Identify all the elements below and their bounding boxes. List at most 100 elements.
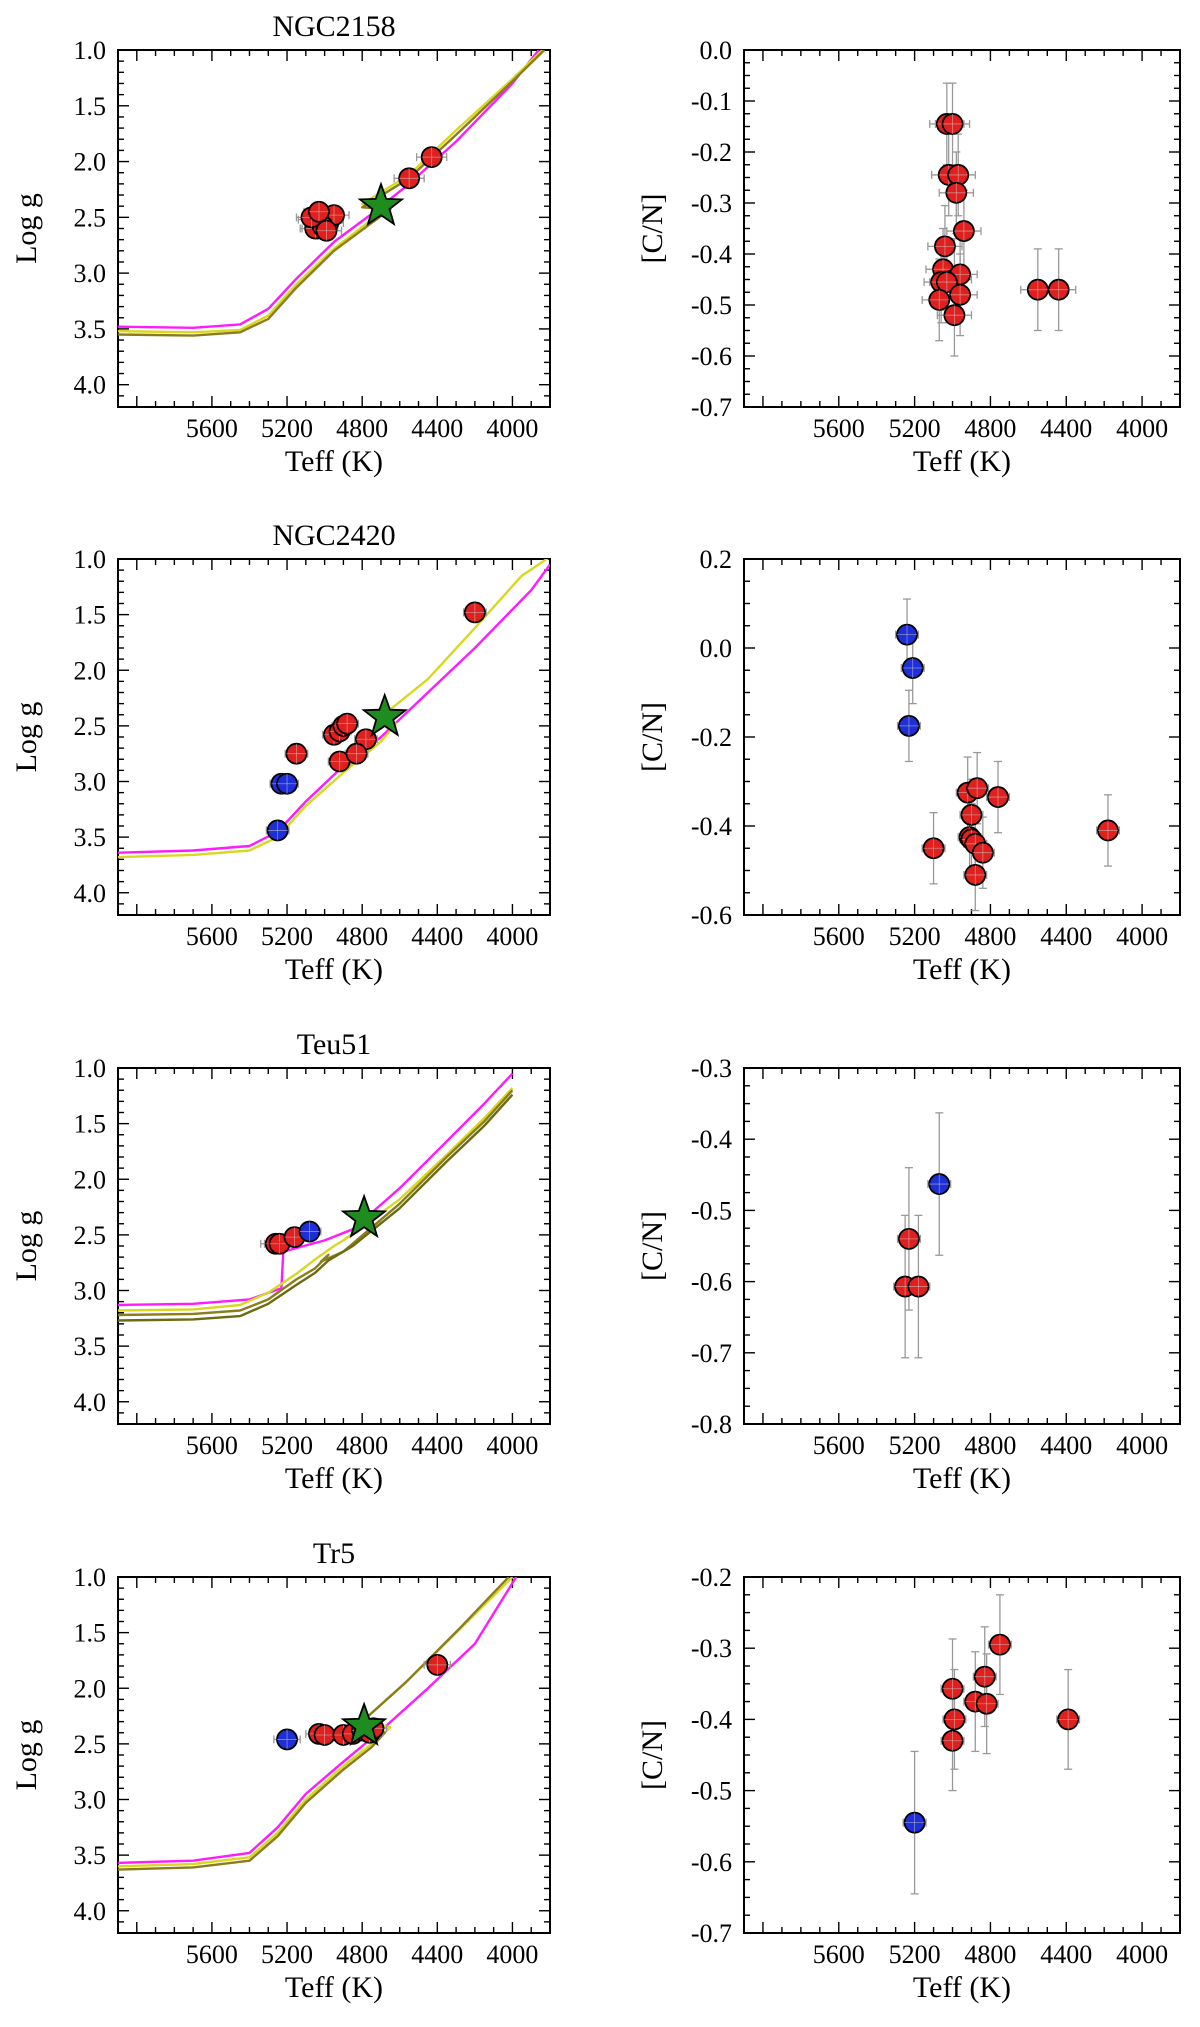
y-tick-label: 2.0 [74, 656, 107, 685]
y-axis-label: Log g [10, 1720, 43, 1791]
y-tick-label: 2.0 [74, 1674, 107, 1703]
plot-area [118, 1577, 518, 1871]
plot-area [895, 598, 1120, 912]
y-axis-label: Log g [10, 1211, 43, 1282]
y-tick-label: -0.1 [691, 87, 732, 116]
y-tick-label: -0.5 [691, 1196, 732, 1225]
x-tick-label: 4400 [1040, 1940, 1092, 1969]
x-tick-label: 5600 [186, 414, 238, 443]
y-tick-label: 3.5 [74, 823, 107, 852]
x-tick-label: 4400 [1040, 1431, 1092, 1460]
x-tick-label: 4000 [486, 922, 538, 951]
y-axis-label: [C/N] [636, 194, 669, 264]
y-tick-label: 1.5 [74, 1110, 107, 1139]
panel-title: NGC2158 [272, 10, 395, 43]
x-tick-label: 4800 [964, 922, 1016, 951]
y-tick-label: 1.0 [74, 36, 107, 65]
x-tick-label: 4800 [964, 414, 1016, 443]
plot-area [118, 1072, 514, 1322]
y-tick-label: -0.5 [691, 1777, 732, 1806]
x-tick-label: 4000 [1116, 414, 1168, 443]
turnoff-star-marker [340, 1193, 388, 1239]
isochrone-line [118, 1089, 514, 1317]
y-tick-label: -0.3 [691, 1054, 732, 1083]
y-tick-label: -0.2 [691, 138, 732, 167]
panel-ngc2158-logg: 5600 5200 4800 4400 4000 1.0 1.5 2.0 2.5 3.0 3.5 4.… [10, 10, 551, 478]
y-tick-label: -0.8 [691, 1410, 732, 1439]
isochrone-line [118, 1577, 518, 1865]
x-tick-label: 5600 [813, 1431, 865, 1460]
y-tick-label: 2.0 [74, 148, 107, 177]
turnoff-star-marker [357, 181, 405, 227]
y-tick-label: -0.6 [691, 1268, 732, 1297]
y-axis-label: Log g [10, 702, 43, 773]
y-tick-label: -0.4 [691, 1705, 732, 1734]
x-axis-label: Teff (K) [285, 953, 383, 986]
isochrone-line [118, 50, 544, 334]
x-axis-label: Teff (K) [913, 1462, 1011, 1495]
x-tick-label: 4800 [336, 1431, 388, 1460]
isochrone-line [118, 559, 549, 859]
y-axis-label: Log g [10, 193, 43, 264]
y-tick-label: -0.3 [691, 189, 732, 218]
isochrone-line [118, 50, 540, 329]
y-tick-label: 1.0 [74, 545, 107, 574]
y-tick-label: 0.0 [700, 634, 733, 663]
panel-ngc2420-cn: 5600 5200 4800 4400 4000 0.2 0.0 -0.2 -0.4 -0.6 Te… [636, 545, 1181, 986]
x-tick-label: 5200 [261, 1431, 313, 1460]
y-tick-label: 3.5 [74, 1332, 107, 1361]
y-axis-label: [C/N] [636, 1720, 669, 1790]
x-tick-label: 4400 [411, 1431, 463, 1460]
x-tick-label: 4000 [486, 414, 538, 443]
isochrone-line [118, 1093, 514, 1322]
y-tick-label: 3.0 [74, 1786, 107, 1815]
y-tick-label: 4.0 [74, 1388, 107, 1417]
panel-ngc2420-logg: 5600 5200 4800 4400 4000 1.0 1.5 2.0 2.5 3.0 3.5 4.… [10, 519, 551, 986]
y-tick-label: 4.0 [74, 1897, 107, 1926]
turnoff-star-marker [340, 1701, 388, 1747]
y-tick-label: 2.0 [74, 1165, 107, 1194]
plot-area [118, 559, 550, 859]
y-tick-label: -0.5 [691, 291, 732, 320]
panel-title: Tr5 [313, 1537, 355, 1570]
x-tick-label: 5600 [813, 414, 865, 443]
y-tick-label: 1.5 [74, 601, 107, 630]
x-tick-label: 5200 [889, 1431, 941, 1460]
isochrone-line [118, 1087, 514, 1312]
y-axis-label: [C/N] [636, 702, 669, 772]
panel-teu51-logg: 5600 5200 4800 4400 4000 1.0 1.5 2.0 2.5 3.0 3.5 4.… [10, 1028, 551, 1495]
x-tick-label: 4000 [1116, 1940, 1168, 1969]
panel-title: NGC2420 [272, 519, 395, 552]
x-axis-label: Teff (K) [913, 953, 1011, 986]
y-tick-label: 3.5 [74, 315, 107, 344]
x-tick-label: 4400 [411, 922, 463, 951]
plot-area [902, 1594, 1081, 1895]
panel-tr5-cn: 5600 5200 4800 4400 4000 -0.2 -0.3 -0.4 -0.5 -0.6… [636, 1563, 1181, 2004]
x-tick-label: 5200 [889, 922, 941, 951]
y-tick-label: 3.0 [74, 768, 107, 797]
y-tick-label: -0.7 [691, 1339, 732, 1368]
plot-area [118, 50, 546, 337]
y-tick-label: -0.4 [691, 240, 732, 269]
x-tick-label: 5200 [889, 1940, 941, 1969]
plot-frame [743, 558, 1181, 916]
x-tick-label: 5600 [186, 922, 238, 951]
y-tick-label: 0.2 [700, 545, 733, 574]
y-tick-label: -0.7 [691, 393, 732, 422]
y-tick-label: -0.7 [691, 1919, 732, 1948]
x-tick-label: 4000 [486, 1431, 538, 1460]
y-tick-label: -0.2 [691, 1563, 732, 1592]
y-tick-label: 2.5 [74, 1221, 107, 1250]
y-tick-label: -0.4 [691, 812, 732, 841]
y-tick-label: 4.0 [74, 371, 107, 400]
x-axis-label: Teff (K) [285, 445, 383, 478]
turnoff-star-marker [361, 692, 409, 737]
y-tick-label: 3.5 [74, 1841, 107, 1870]
y-tick-label: 3.0 [74, 259, 107, 288]
x-axis-label: Teff (K) [913, 445, 1011, 478]
y-tick-label: 2.5 [74, 203, 107, 232]
x-tick-label: 5600 [813, 922, 865, 951]
x-tick-label: 5200 [261, 414, 313, 443]
x-axis-label: Teff (K) [285, 1462, 383, 1495]
